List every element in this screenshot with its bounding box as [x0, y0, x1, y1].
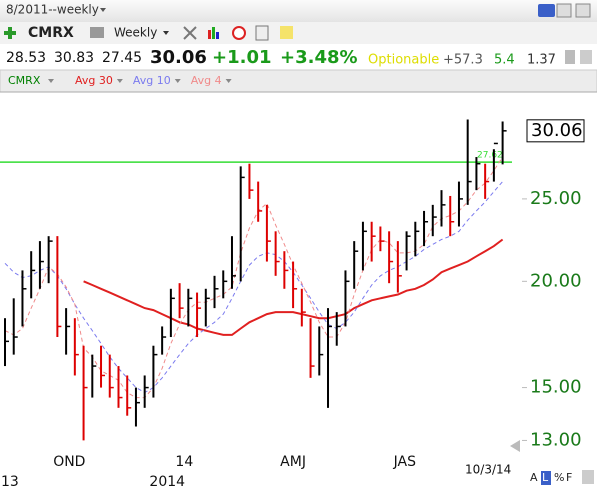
menu-icon[interactable]	[580, 50, 592, 64]
legend-symbol[interactable]: CMRX	[8, 74, 41, 87]
s-button[interactable]	[538, 4, 555, 17]
change: +1.01	[212, 47, 272, 68]
calc-icon[interactable]	[255, 25, 269, 41]
stat: +57.3	[443, 53, 483, 68]
note-icon[interactable]	[280, 26, 293, 39]
print-icon[interactable]	[90, 27, 104, 38]
legend-entry[interactable]: Avg 30	[75, 74, 113, 87]
scroll-arrow[interactable]	[510, 440, 520, 452]
alarm-icon[interactable]	[232, 26, 246, 40]
dropdown[interactable]	[225, 79, 232, 83]
x-tick-label: AMJ	[280, 454, 306, 470]
footer-button[interactable]: %	[554, 471, 564, 484]
period: 8/2011--weekly	[6, 3, 99, 17]
window-button[interactable]	[575, 3, 591, 18]
y-tick-label: 15.00	[530, 377, 582, 398]
footer-button[interactable]: F	[566, 471, 572, 484]
y-tick-label: 13.00	[530, 429, 582, 450]
stat: 5.4	[494, 53, 515, 68]
open: 28.53	[6, 50, 46, 66]
button-bg	[541, 471, 551, 485]
legend: CMRX Avg 30 Avg 10 Avg 4	[8, 74, 232, 87]
x-tick-label: 14	[175, 454, 193, 470]
bars-icon[interactable]	[208, 30, 211, 39]
optionable: Optionable	[368, 53, 439, 68]
quote-bar	[0, 44, 597, 70]
date: 10/3/14	[465, 463, 511, 477]
x-year-label: 13	[1, 474, 19, 490]
legend-entry[interactable]: Avg 10	[133, 74, 171, 87]
price-box	[526, 119, 585, 143]
last: 30.06	[150, 47, 207, 68]
top-bar	[0, 0, 597, 22]
price-box-label: 30.06	[531, 120, 583, 141]
toolbar	[0, 22, 597, 44]
footer-button[interactable]: L	[542, 471, 549, 484]
x-tick-label: OND	[53, 454, 85, 470]
resize[interactable]	[582, 470, 594, 484]
footer-button[interactable]: A	[530, 471, 538, 484]
dropdown[interactable]	[116, 79, 123, 83]
x-year-label: 2014	[149, 474, 185, 490]
low: 27.45	[102, 50, 142, 66]
high: 30.83	[54, 50, 94, 66]
add-icon[interactable]	[4, 27, 16, 39]
interval[interactable]: Weekly	[114, 26, 157, 40]
tv-button[interactable]	[556, 3, 572, 18]
stat: 1.37	[527, 53, 556, 68]
tools-icon[interactable]	[183, 26, 197, 40]
dropdown[interactable]	[163, 31, 169, 35]
moving-average	[4, 156, 504, 399]
change-pct: +3.48%	[280, 47, 358, 68]
legend-entry[interactable]: Avg 4	[191, 74, 222, 87]
footer-buttons: A L% F	[530, 471, 572, 485]
x-tick-label: JAS	[393, 454, 416, 470]
trend-line-label: 27.62	[477, 151, 503, 161]
db-icon[interactable]	[565, 50, 575, 64]
plot: 13.00 15.00 20.00 25.00 30.06 27.62 OND 14 AMJ JA…	[0, 119, 585, 490]
moving-average	[4, 181, 503, 394]
dropdown[interactable]	[48, 79, 54, 83]
y-tick-label: 20.00	[530, 270, 582, 291]
symbol[interactable]: CMRX	[28, 25, 74, 41]
y-tick-label: 25.00	[530, 188, 582, 209]
moving-average	[83, 238, 504, 336]
dropdown[interactable]	[100, 8, 106, 12]
dropdown[interactable]	[174, 79, 181, 83]
